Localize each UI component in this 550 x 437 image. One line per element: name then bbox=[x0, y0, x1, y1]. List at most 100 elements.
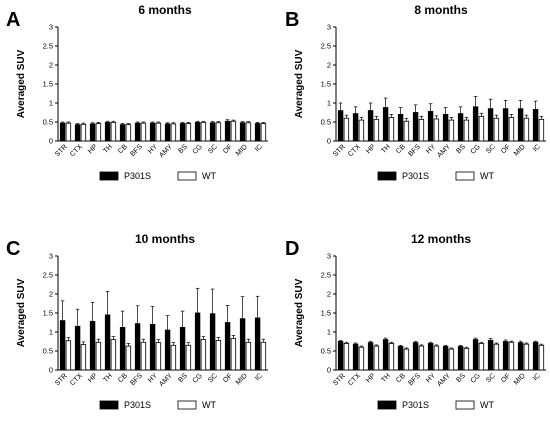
x-tick-label: BS bbox=[177, 143, 189, 155]
panel-title: 10 months bbox=[135, 232, 195, 246]
legend-label-p301s: P301S bbox=[124, 400, 151, 410]
bar-p301s-mid bbox=[239, 318, 246, 371]
x-tick-label: AMY bbox=[158, 372, 174, 388]
bar-wt-th bbox=[388, 117, 395, 142]
legend-label-wt: WT bbox=[480, 171, 494, 181]
bar-wt-ic bbox=[260, 341, 267, 371]
bar-p301s-bfs bbox=[134, 122, 141, 142]
bar-p301s-amy bbox=[442, 114, 449, 142]
x-tick-label: HY bbox=[425, 372, 437, 384]
x-tick-label: SC bbox=[485, 143, 497, 155]
x-tick-label: MID bbox=[513, 372, 527, 386]
y-tick-label: 2.5 bbox=[321, 42, 331, 51]
x-tick-label: OF bbox=[500, 372, 512, 384]
y-tick-label: 2.5 bbox=[43, 42, 53, 51]
x-tick-label: CB bbox=[117, 372, 129, 384]
bar-wt-cg bbox=[478, 342, 485, 371]
panel-letter: A bbox=[6, 9, 20, 31]
bar-wt-str bbox=[65, 340, 72, 371]
bar-wt-mid bbox=[523, 343, 530, 371]
bar-p301s-of bbox=[502, 341, 509, 371]
bar-p301s-of bbox=[224, 120, 231, 142]
bar-p301s-of bbox=[224, 322, 231, 371]
bar-p301s-hy bbox=[427, 342, 434, 371]
x-tick-label: BS bbox=[455, 143, 467, 155]
bar-wt-ic bbox=[260, 123, 267, 142]
panel-a: A 6 months Averaged SUV 0 0.5 1 1.5 2 2.5 3 STR CTX… bbox=[6, 3, 268, 181]
x-tick-label: AMY bbox=[436, 143, 452, 159]
legend-swatch-p301s bbox=[377, 400, 397, 410]
y-tick-label: 1.5 bbox=[43, 80, 53, 89]
x-tick-label: IC bbox=[532, 372, 542, 382]
y-tick-label: 2 bbox=[327, 61, 331, 70]
y-tick-label: 0 bbox=[49, 366, 53, 375]
x-tick-label: CB bbox=[395, 143, 407, 155]
x-tick-label: BFS bbox=[129, 143, 144, 158]
y-tick-label: 0.5 bbox=[43, 118, 53, 127]
y-tick-label: 2 bbox=[327, 290, 331, 299]
bar-p301s-bs bbox=[179, 327, 186, 371]
bar-p301s-cb bbox=[397, 114, 404, 142]
x-tick-label: HP bbox=[87, 372, 99, 384]
x-tick-label: STR bbox=[54, 143, 69, 158]
x-tick-label: IC bbox=[532, 143, 542, 153]
legend-swatch-p301s bbox=[99, 171, 119, 181]
y-tick-label: 2 bbox=[49, 61, 53, 70]
y-tick-label: 1 bbox=[49, 328, 53, 337]
bar-p301s-cb bbox=[119, 327, 126, 371]
x-tick-label: OF bbox=[500, 143, 512, 155]
x-tick-label: OF bbox=[222, 372, 234, 384]
bar-wt-hy bbox=[155, 342, 162, 371]
bar-wt-hy bbox=[155, 122, 162, 142]
bar-wt-bs bbox=[185, 344, 192, 371]
bar-p301s-ctx bbox=[74, 325, 81, 371]
y-tick-label: 1.5 bbox=[43, 309, 53, 318]
y-tick-label: 0 bbox=[49, 137, 53, 146]
bar-p301s-cg bbox=[472, 339, 479, 371]
bar-wt-bfs bbox=[140, 341, 147, 371]
x-tick-label: AMY bbox=[436, 372, 452, 388]
bar-wt-hy bbox=[433, 345, 440, 371]
bar-p301s-cb bbox=[119, 124, 126, 142]
bar-wt-amy bbox=[170, 344, 177, 371]
y-axis-label: Averaged SUV bbox=[16, 278, 27, 347]
y-tick-label: 0 bbox=[327, 137, 331, 146]
x-tick-label: TH bbox=[380, 143, 392, 155]
bar-wt-mid bbox=[523, 117, 530, 142]
panel-title: 8 months bbox=[414, 3, 468, 17]
x-tick-label: CTX bbox=[69, 372, 84, 387]
bar-wt-hp bbox=[95, 341, 102, 371]
y-tick-label: 0 bbox=[327, 366, 331, 375]
y-tick-label: 3 bbox=[49, 252, 53, 261]
bar-p301s-bfs bbox=[412, 112, 419, 142]
bar-wt-of bbox=[230, 120, 237, 142]
bar-p301s-cg bbox=[194, 121, 201, 142]
bar-p301s-bfs bbox=[134, 323, 141, 371]
x-tick-label: CTX bbox=[347, 372, 362, 387]
legend-label-p301s: P301S bbox=[124, 171, 151, 181]
panel-letter: D bbox=[285, 238, 299, 260]
legend-swatch-wt bbox=[177, 400, 197, 410]
panel-c: C 10 months Averaged SUV 0 0.5 1 1.5 2 2.5 3 STR CT… bbox=[6, 232, 268, 410]
bar-p301s-str bbox=[337, 110, 344, 142]
bar-p301s-th bbox=[104, 314, 111, 371]
bar-p301s-ctx bbox=[352, 343, 359, 371]
y-tick-label: 1.5 bbox=[321, 309, 331, 318]
bar-p301s-sc bbox=[209, 313, 216, 371]
bar-wt-cg bbox=[200, 121, 207, 142]
panel-letter: C bbox=[6, 238, 20, 260]
bar-p301s-str bbox=[59, 320, 66, 371]
bar-wt-hy bbox=[433, 118, 440, 142]
bar-p301s-mid bbox=[517, 342, 524, 371]
y-tick-label: 1 bbox=[49, 99, 53, 108]
bar-wt-sc bbox=[215, 122, 222, 142]
bar-p301s-sc bbox=[487, 339, 494, 371]
bar-wt-amy bbox=[448, 119, 455, 142]
x-tick-label: TH bbox=[102, 143, 114, 155]
bar-p301s-str bbox=[59, 122, 66, 142]
x-tick-label: HY bbox=[147, 143, 159, 155]
bar-p301s-th bbox=[382, 107, 389, 142]
y-tick-label: 1 bbox=[327, 99, 331, 108]
y-tick-label: 0.5 bbox=[321, 118, 331, 127]
